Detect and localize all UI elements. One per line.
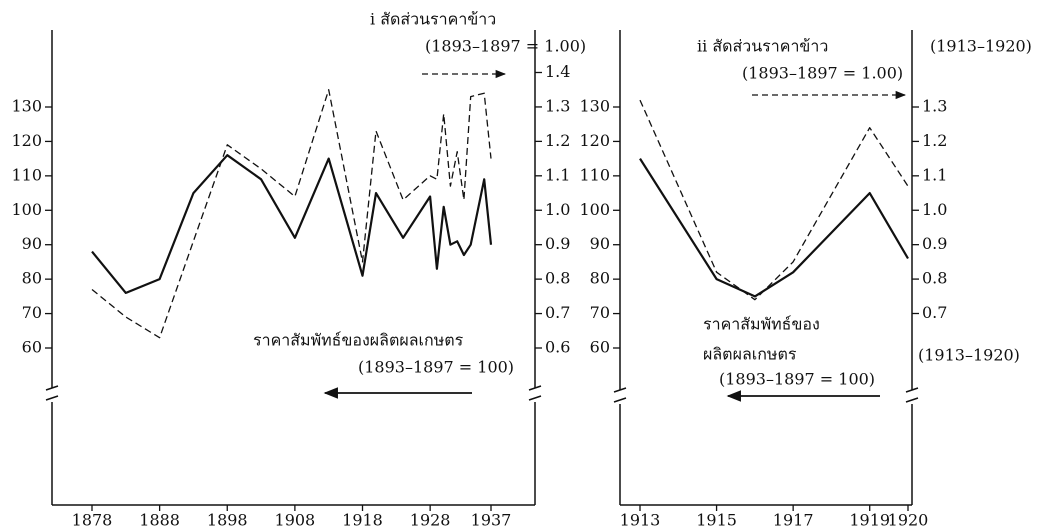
y2-tick-label: 0.9 (545, 234, 570, 253)
annotation: (1913–1920) (918, 346, 1020, 365)
y2-tick-label: 0.6 (545, 338, 570, 357)
x-tick-label: 1913 (620, 511, 661, 529)
x-tick-label: 1908 (275, 511, 316, 529)
y-tick-label: 80 (590, 269, 610, 288)
y2-tick-label: 1.0 (922, 200, 947, 219)
x-tick-label: 1928 (410, 511, 451, 529)
annotation: (1913–1920) (930, 37, 1032, 56)
y-tick-label: 130 (11, 97, 42, 116)
x-tick-label: 1917 (773, 511, 814, 529)
y-tick-label: 100 (579, 200, 610, 219)
y-tick-label: 90 (22, 234, 42, 253)
annotation: ราคาสัมพัทธ์ของผลิตผลเกษตร (253, 331, 464, 350)
x-tick-label: 1920 (888, 511, 929, 529)
y2-tick-label: 1.3 (545, 96, 570, 115)
y2-tick-label: 1.1 (922, 165, 947, 184)
annotation: (1893–1897 = 100) (719, 370, 875, 389)
x-tick-label: 1919 (849, 511, 890, 529)
y-tick-label: 60 (590, 338, 610, 357)
annotation: i สัดส่วนราคาข้าว (370, 10, 496, 29)
x-tick-label: 1898 (207, 511, 248, 529)
y-tick-label: 70 (590, 303, 610, 322)
y2-tick-label: 1.3 (922, 97, 947, 116)
y-tick-label: 80 (22, 269, 42, 288)
annotation: ii สัดส่วนราคาข้าว (697, 37, 828, 56)
y-tick-label: 120 (579, 131, 610, 150)
series-line (639, 158, 909, 298)
annotation: (1893–1897 = 1.00) (742, 64, 903, 83)
y2-tick-label: 0.7 (545, 303, 570, 322)
x-tick-label: 1888 (139, 511, 180, 529)
series-line (639, 99, 909, 301)
y2-tick-label: 1.4 (545, 62, 570, 81)
x-tick-label: 1937 (471, 511, 512, 529)
y2-tick-label: 0.9 (922, 234, 947, 253)
axes-frame (45, 30, 919, 506)
arrows (323, 69, 907, 402)
annotation: (1893–1897 = 1.00) (425, 37, 586, 56)
y-tick-label: 100 (11, 200, 42, 219)
y-tick-label: 70 (22, 303, 42, 322)
x-tick-label: 1878 (72, 511, 113, 529)
y-tick-label: 90 (590, 234, 610, 253)
y-tick-label: 60 (22, 338, 42, 357)
y2-tick-label: 0.8 (545, 269, 570, 288)
y-tick-label: 130 (579, 97, 610, 116)
annotation: ผลิตผลเกษตร (703, 345, 797, 364)
x-tick-label: 1915 (696, 511, 737, 529)
y-tick-label: 110 (11, 165, 42, 184)
series-line (91, 89, 492, 339)
annotation: ราคาสัมพัทธ์ของ (703, 315, 820, 334)
y2-tick-label: 1.1 (545, 165, 570, 184)
annotation: (1893–1897 = 100) (358, 358, 514, 377)
y2-tick-label: 1.2 (545, 131, 570, 150)
y2-tick-label: 1.0 (545, 200, 570, 219)
series-line (91, 154, 493, 294)
x-tick-label: 1918 (342, 511, 383, 529)
y2-tick-label: 0.8 (922, 269, 947, 288)
y2-tick-label: 0.7 (922, 303, 947, 322)
y-tick-label: 120 (11, 131, 42, 150)
y-tick-label: 110 (579, 165, 610, 184)
y2-tick-label: 1.2 (922, 131, 947, 150)
